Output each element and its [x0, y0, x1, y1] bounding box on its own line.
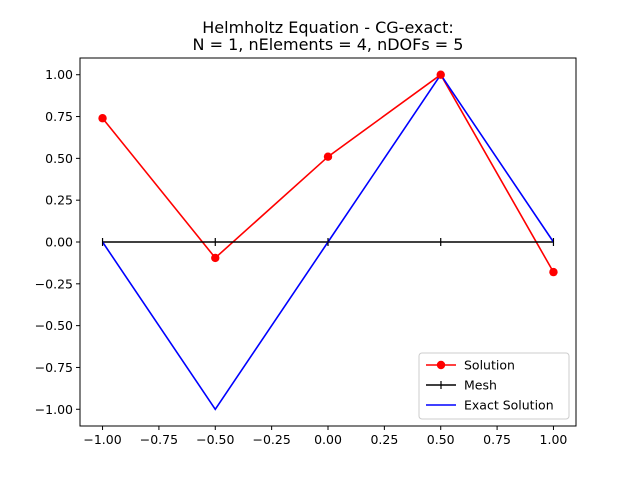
y-tick-label: −0.50	[35, 318, 73, 333]
y-tick-label: 0.00	[45, 235, 73, 250]
x-tick-label: −1.00	[83, 432, 121, 447]
solution-point	[211, 253, 220, 263]
solution-point	[436, 70, 445, 79]
y-tick-label: −0.75	[35, 360, 73, 375]
axes: −1.00 −0.75 −0.50 −0.25 0.00 0.25 0.50 0.75 1.00…	[35, 57, 577, 447]
y-tick-label: 0.75	[45, 109, 73, 124]
y-tick-label: −0.25	[35, 276, 73, 291]
legend-label-exact-solution: Exact Solution	[464, 398, 554, 413]
y-tick-label: 0.25	[45, 193, 73, 208]
legend-box	[418, 352, 570, 420]
legend-label-solution: Solution	[464, 358, 515, 373]
y-tick-label: −1.00	[35, 402, 73, 417]
chart-subtitle: N = 1, nElements = 4, nDOFs = 5	[193, 35, 464, 54]
legend-marker-solution	[436, 360, 446, 370]
y-tick-label: 1.00	[45, 67, 73, 82]
chart-title: Helmholtz Equation - CG-exact:	[202, 18, 453, 37]
solution-point	[549, 267, 558, 277]
x-tick-label: −0.25	[252, 432, 290, 447]
x-tick-label: 0.75	[483, 432, 511, 447]
y-tick-label: 0.50	[45, 151, 73, 166]
x-tick-label: 0.50	[427, 432, 455, 447]
x-tick-label: 1.00	[540, 432, 568, 447]
x-tick-label: 0.00	[314, 432, 342, 447]
solution-point	[323, 152, 333, 161]
legend: Solution Mesh Exact Solution	[418, 352, 570, 420]
solution-point	[98, 114, 107, 123]
legend-label-mesh: Mesh	[464, 378, 497, 393]
x-tick-label: −0.75	[140, 432, 178, 447]
plot-area	[98, 70, 558, 411]
x-tick-label: −0.50	[196, 432, 234, 447]
x-tick-label: 0.25	[370, 432, 398, 447]
